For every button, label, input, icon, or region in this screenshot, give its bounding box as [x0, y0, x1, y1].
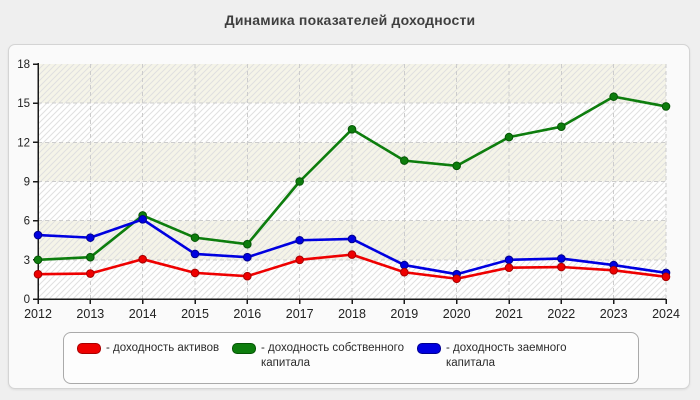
data-point	[347, 124, 357, 134]
legend-item-return-on-assets: - доходность активов	[77, 341, 232, 356]
x-tick-label: 2014	[129, 307, 157, 321]
legend-item-return-on-equity: - доходность собственного капитала	[232, 341, 417, 371]
data-point	[243, 239, 252, 249]
data-point	[609, 92, 618, 101]
legend-marker-green	[232, 343, 256, 354]
x-tick-label: 2024	[652, 307, 680, 321]
data-point	[243, 271, 252, 281]
data-point	[33, 230, 43, 240]
data-point	[609, 265, 618, 275]
data-point	[243, 252, 252, 262]
data-point	[138, 254, 147, 264]
x-tick-label: 2013	[76, 307, 104, 321]
data-point	[86, 252, 95, 262]
data-point	[400, 260, 409, 270]
plot-band-hatch	[38, 64, 666, 104]
y-tick-label: 15	[17, 98, 30, 110]
legend-item-return-on-debt: - доходность заемного капитала	[417, 341, 587, 371]
data-point	[504, 132, 514, 142]
y-tick-label: 12	[17, 137, 30, 149]
data-point	[86, 269, 95, 278]
chart-title: Динамика показателей доходности	[224, 12, 476, 28]
data-point	[33, 269, 43, 279]
x-tick-label: 2020	[443, 307, 471, 321]
data-point	[295, 177, 304, 186]
data-point	[400, 267, 409, 277]
x-tick-label: 2023	[600, 307, 628, 321]
x-tick-label: 2018	[338, 307, 366, 321]
x-tick-label: 2021	[495, 307, 523, 321]
data-point	[661, 102, 671, 111]
y-tick-label: 18	[17, 59, 30, 71]
data-point	[138, 215, 147, 224]
data-point	[86, 233, 95, 242]
legend-label-return-on-equity: - доходность собственного капитала	[261, 342, 404, 369]
legend-marker-blue	[417, 343, 441, 354]
data-point	[190, 268, 200, 278]
data-point	[504, 255, 514, 265]
plot-band-hatch	[38, 259, 666, 299]
data-point	[190, 233, 200, 242]
data-point	[33, 255, 43, 265]
data-point	[190, 249, 200, 259]
x-tick-label: 2016	[233, 307, 261, 321]
data-point	[295, 255, 304, 265]
y-tick-label: 6	[24, 216, 30, 228]
y-tick-label: 9	[24, 177, 30, 189]
data-point	[347, 250, 357, 259]
profitability-line-chart: 0 3 6 9 12 15 18 2012 2013 2014 2015 2016 2017 2018 20…	[17, 59, 680, 321]
y-tick-label: 0	[24, 294, 30, 306]
data-point	[557, 262, 566, 272]
chart-legend: - доходность активов - доходность собств…	[63, 332, 639, 384]
data-point	[452, 274, 461, 284]
chart-panel: 0 3 6 9 12 15 18 2012 2013 2014 2015 2016 2017 2018 20…	[8, 44, 690, 389]
x-tick-label: 2012	[24, 307, 52, 321]
x-tick-label: 2017	[286, 307, 314, 321]
x-tick-label: 2022	[547, 307, 575, 321]
legend-label-return-on-debt: - доходность заемного капитала	[446, 342, 567, 369]
data-point	[347, 234, 357, 244]
data-point	[295, 235, 304, 245]
legend-marker-red	[77, 343, 101, 354]
data-point	[504, 263, 514, 272]
y-tick-label: 3	[24, 255, 30, 267]
x-tick-label: 2015	[181, 307, 209, 321]
legend-label-return-on-assets: - доходность активов	[106, 342, 220, 354]
data-point	[557, 254, 566, 263]
x-tick-label: 2019	[390, 307, 418, 321]
data-point	[400, 156, 409, 165]
data-point	[452, 161, 461, 171]
data-point	[557, 122, 566, 131]
data-point	[661, 272, 671, 282]
